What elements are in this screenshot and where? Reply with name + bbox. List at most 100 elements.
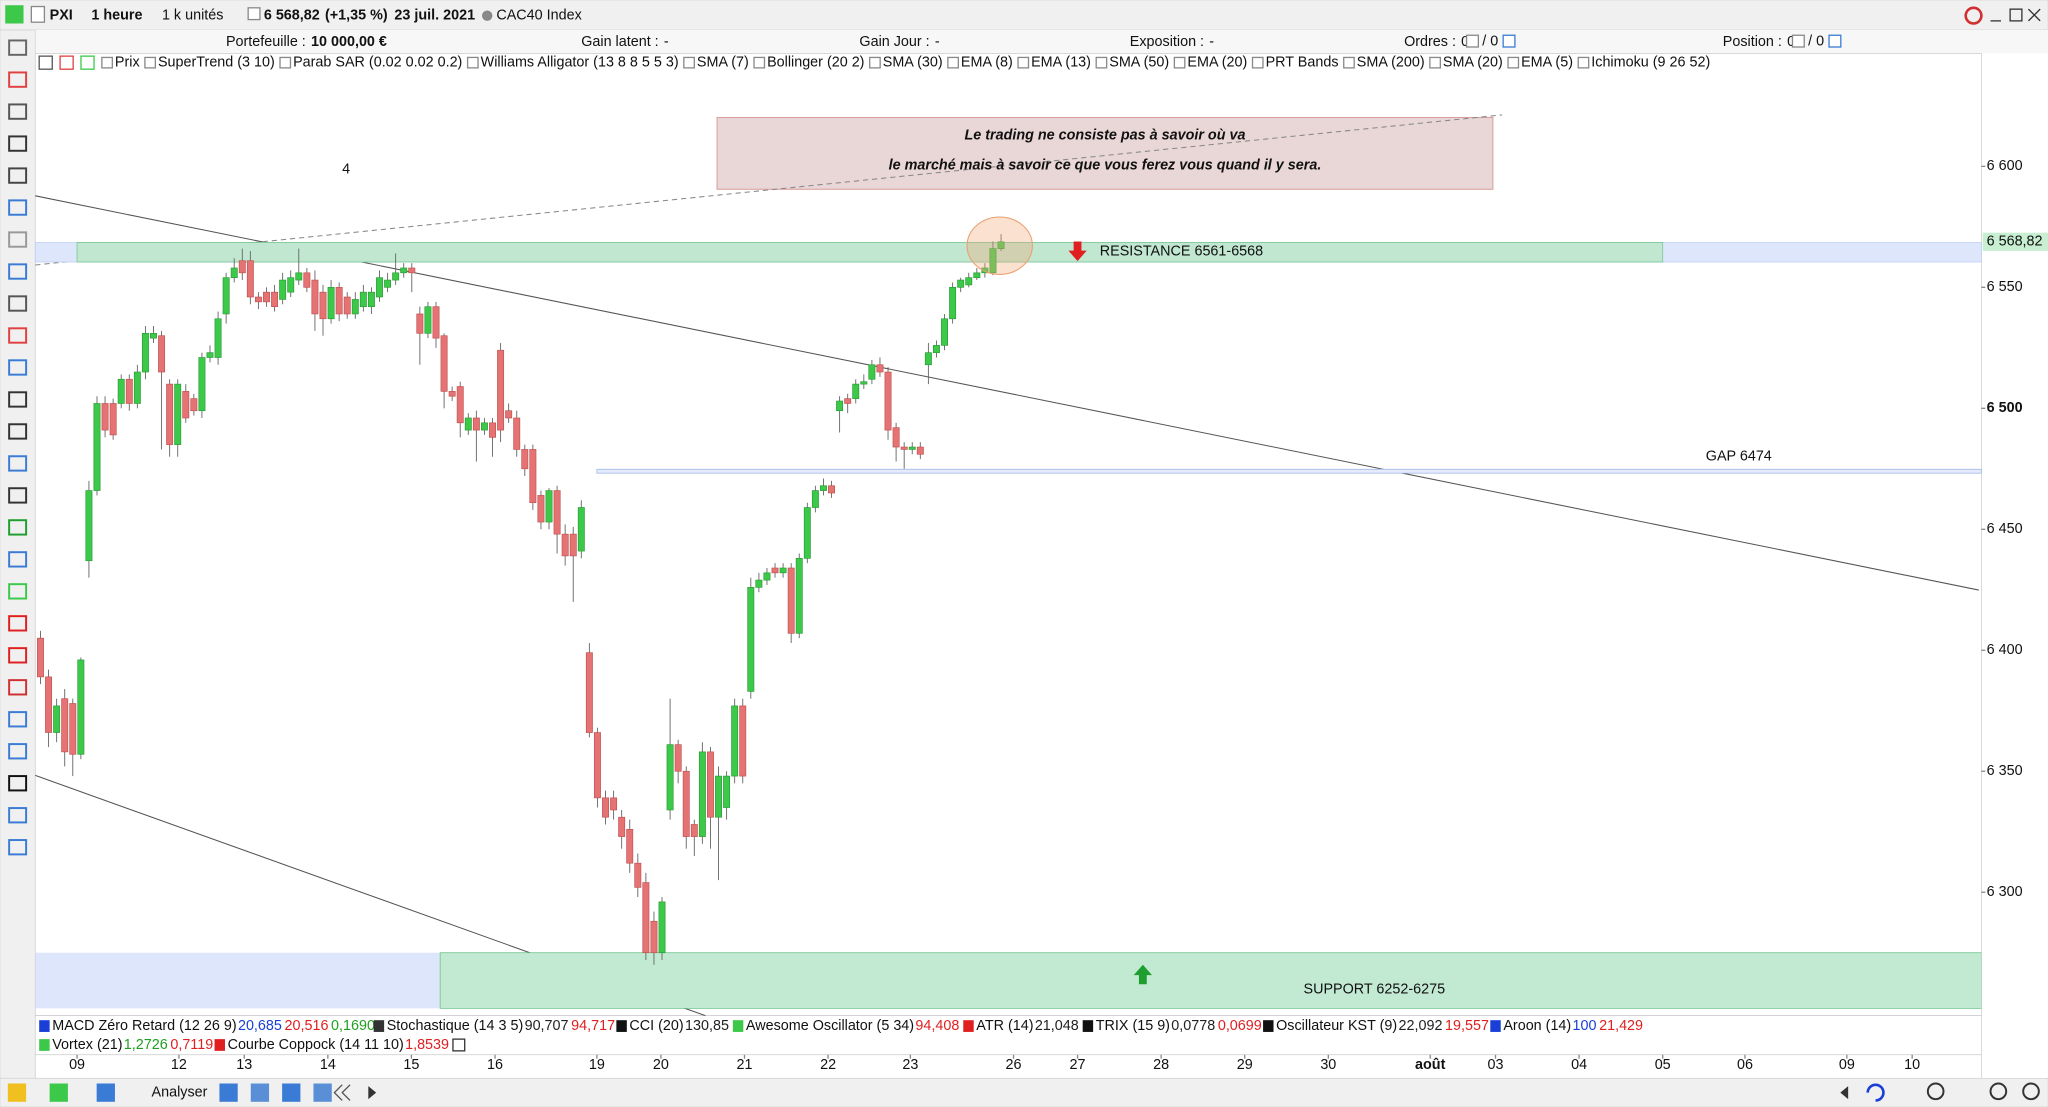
tool-icon[interactable] [8, 455, 28, 472]
undo-icon[interactable] [1866, 1083, 1885, 1102]
tool-icon[interactable] [8, 231, 28, 248]
tool-icon[interactable] [8, 679, 28, 696]
tool-icon[interactable] [8, 743, 28, 760]
indicator-label[interactable]: SMA (7) [697, 54, 749, 70]
indicator-label[interactable]: Bollinger (20 2) [767, 54, 864, 70]
oscillator-icon[interactable] [39, 1039, 50, 1051]
tool-icon[interactable] [8, 199, 28, 216]
tool-icon[interactable] [8, 519, 28, 536]
restore-icon[interactable] [452, 1038, 466, 1052]
bottom-toolbar [0, 1077, 2048, 1107]
indicator-checkbox[interactable] [1507, 56, 1520, 69]
close-icon[interactable] [2027, 8, 2041, 22]
tool-icon[interactable] [8, 583, 28, 600]
indicator-checkbox[interactable] [1095, 56, 1108, 69]
indicator-label[interactable]: EMA (8) [961, 54, 1013, 70]
indicator-checkbox[interactable] [869, 56, 881, 69]
indicator-label[interactable]: Ichimoku (9 26 52) [1591, 54, 1710, 70]
tool-icon[interactable] [7, 1083, 27, 1102]
tool-icon[interactable] [8, 423, 28, 440]
tool-icon[interactable] [219, 1083, 238, 1102]
oscillator-icon[interactable] [214, 1039, 225, 1051]
oscillator-icon[interactable] [1263, 1020, 1274, 1032]
tool-icon[interactable] [8, 359, 28, 376]
tool-icon[interactable] [8, 551, 28, 568]
tool-icon[interactable] [8, 487, 28, 504]
indicator-label[interactable]: SMA (20) [1443, 54, 1503, 70]
units[interactable]: 1 k unités [162, 7, 223, 23]
oscillator-value: 94,717 [571, 1018, 615, 1034]
tool-icon[interactable] [250, 1083, 270, 1102]
tool-icon[interactable] [8, 775, 28, 792]
indicator-checkbox[interactable] [1343, 56, 1355, 69]
scroll-left[interactable] [333, 1084, 351, 1101]
indicator-label[interactable]: Parab SAR (0.02 0.02 0.2) [293, 54, 462, 70]
tool-icon[interactable] [313, 1083, 332, 1102]
refresh-icon[interactable] [1964, 6, 1983, 25]
tool-icon[interactable] [8, 263, 28, 280]
candle-body [416, 313, 424, 334]
indicator-checkbox[interactable] [683, 56, 695, 69]
indicator-label[interactable]: Prix [115, 54, 141, 70]
indicator-label[interactable]: EMA (5) [1521, 54, 1573, 70]
oscillator-icon[interactable] [732, 1020, 744, 1032]
oscillator-icon[interactable] [1490, 1020, 1501, 1032]
symbol[interactable]: PXI [50, 7, 73, 23]
indicator-checkbox[interactable] [947, 56, 959, 69]
chart-icon[interactable] [38, 55, 53, 70]
indicator-checkbox[interactable] [1173, 56, 1186, 69]
tool-icon[interactable] [8, 711, 28, 728]
indicator-checkbox[interactable] [1429, 56, 1441, 69]
candle-body [174, 383, 182, 445]
tool-icon[interactable] [282, 1083, 301, 1102]
scroll-right-arrow[interactable] [1840, 1086, 1849, 1100]
indicator-label[interactable]: EMA (20) [1187, 54, 1247, 70]
oscillator-icon[interactable] [963, 1020, 974, 1032]
tool-icon[interactable] [8, 647, 28, 664]
zoom-out-icon[interactable] [2022, 1082, 2040, 1101]
indicator-checkbox[interactable] [753, 56, 766, 69]
indicator-label[interactable]: SMA (30) [883, 54, 943, 70]
timeframe[interactable]: 1 heure [91, 7, 142, 23]
indicator-checkbox[interactable] [279, 56, 292, 69]
analyser-button[interactable]: Analyser [152, 1084, 208, 1100]
oscillator-icon[interactable] [1082, 1020, 1094, 1032]
tool-icon[interactable] [8, 839, 28, 856]
maximize-icon[interactable] [2009, 8, 2023, 22]
oscillator-icon[interactable] [616, 1020, 627, 1032]
tool-icon[interactable] [49, 1083, 68, 1102]
indicator-label[interactable]: SMA (50) [1109, 54, 1169, 70]
indicator-checkbox[interactable] [1577, 56, 1590, 69]
indicator-label[interactable]: EMA (13) [1031, 54, 1091, 70]
indicator-label[interactable]: Williams Alligator (13 8 8 5 5 3) [481, 54, 679, 70]
chart-icon[interactable] [80, 55, 95, 70]
tool-icon[interactable] [8, 135, 28, 152]
tool-icon[interactable] [8, 167, 28, 184]
indicator-checkbox[interactable] [466, 56, 479, 69]
tool-icon[interactable] [8, 103, 28, 120]
zoom-in-icon[interactable] [1989, 1082, 2008, 1101]
zoom-icon[interactable] [1926, 1082, 1945, 1101]
indicator-label[interactable]: PRT Bands [1266, 54, 1339, 70]
chart-icon[interactable] [59, 55, 74, 70]
indicator-label[interactable]: SMA (200) [1357, 54, 1425, 70]
tool-icon[interactable] [8, 71, 28, 88]
indicator-label[interactable]: SuperTrend (3 10) [158, 54, 275, 70]
scroll-left-arrow[interactable] [368, 1086, 377, 1100]
indicator-checkbox[interactable] [144, 56, 157, 69]
tool-icon[interactable] [8, 327, 28, 344]
share-icon[interactable] [96, 1083, 115, 1102]
instrument: CAC40 Index [496, 7, 582, 23]
tool-icon[interactable] [8, 391, 28, 408]
tool-icon[interactable] [8, 807, 28, 824]
indicator-checkbox[interactable] [101, 56, 113, 69]
indicator-checkbox[interactable] [1017, 56, 1030, 69]
oscillator-icon[interactable] [373, 1020, 385, 1032]
tool-icon[interactable] [8, 615, 28, 632]
date-label: 05 [1655, 1057, 1671, 1073]
tool-icon[interactable] [8, 39, 28, 56]
oscillator-icon[interactable] [39, 1020, 50, 1032]
checkbox[interactable] [247, 7, 261, 21]
tool-icon[interactable] [8, 295, 28, 312]
indicator-checkbox[interactable] [1251, 56, 1264, 69]
